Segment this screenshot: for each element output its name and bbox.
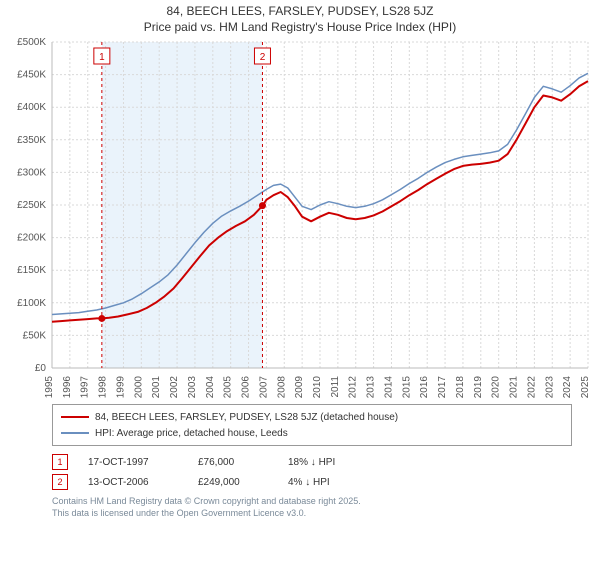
sale-price: £249,000 bbox=[198, 477, 268, 488]
chart-title-line2: Price paid vs. HM Land Registry's House … bbox=[0, 20, 600, 34]
svg-text:2024: 2024 bbox=[562, 376, 573, 398]
svg-text:2005: 2005 bbox=[223, 376, 234, 398]
svg-text:£100K: £100K bbox=[17, 298, 46, 309]
svg-text:2000: 2000 bbox=[133, 376, 144, 398]
sales-table: 1 17-OCT-1997 £76,000 18% ↓ HPI 2 13-OCT… bbox=[52, 452, 572, 492]
svg-text:2023: 2023 bbox=[544, 376, 555, 398]
svg-text:2008: 2008 bbox=[276, 376, 287, 398]
svg-text:2003: 2003 bbox=[187, 376, 198, 398]
svg-text:2020: 2020 bbox=[491, 376, 502, 398]
svg-text:£350K: £350K bbox=[17, 135, 46, 146]
svg-text:£0: £0 bbox=[35, 363, 47, 374]
svg-text:£150K: £150K bbox=[17, 265, 46, 276]
sale-date: 13-OCT-2006 bbox=[88, 477, 178, 488]
legend-swatch-hpi bbox=[61, 432, 89, 434]
svg-text:2001: 2001 bbox=[151, 376, 162, 398]
svg-text:1999: 1999 bbox=[115, 376, 126, 398]
svg-text:£50K: £50K bbox=[23, 330, 47, 341]
svg-text:2017: 2017 bbox=[437, 376, 448, 398]
legend-label-hpi: HPI: Average price, detached house, Leed… bbox=[95, 428, 288, 439]
svg-text:£500K: £500K bbox=[17, 38, 46, 48]
svg-text:2009: 2009 bbox=[294, 376, 305, 398]
svg-text:2010: 2010 bbox=[312, 376, 323, 398]
chart-container: 84, BEECH LEES, FARSLEY, PUDSEY, LS28 5J… bbox=[0, 4, 600, 564]
svg-text:2021: 2021 bbox=[509, 376, 520, 398]
marker-box-2: 2 bbox=[52, 474, 68, 490]
svg-text:1995: 1995 bbox=[44, 376, 55, 398]
svg-text:2018: 2018 bbox=[455, 376, 466, 398]
svg-text:£450K: £450K bbox=[17, 70, 46, 81]
svg-text:2019: 2019 bbox=[473, 376, 484, 398]
footer-line2: This data is licensed under the Open Gov… bbox=[52, 508, 572, 520]
svg-text:£250K: £250K bbox=[17, 200, 46, 211]
svg-text:£200K: £200K bbox=[17, 233, 46, 244]
price-chart: £0 £50K £100K £150K £200K £250K £300K £350K £400… bbox=[0, 38, 600, 398]
svg-text:2007: 2007 bbox=[258, 376, 269, 398]
legend-item-hpi: HPI: Average price, detached house, Leed… bbox=[61, 425, 563, 441]
legend-label-property: 84, BEECH LEES, FARSLEY, PUDSEY, LS28 5J… bbox=[95, 412, 398, 423]
legend-swatch-property bbox=[61, 416, 89, 418]
svg-text:2012: 2012 bbox=[348, 376, 359, 398]
svg-text:1997: 1997 bbox=[80, 376, 91, 398]
footer-line1: Contains HM Land Registry data © Crown c… bbox=[52, 496, 572, 508]
svg-text:2006: 2006 bbox=[241, 376, 252, 398]
svg-text:2025: 2025 bbox=[580, 376, 591, 398]
marker-box-1: 1 bbox=[52, 454, 68, 470]
table-row: 1 17-OCT-1997 £76,000 18% ↓ HPI bbox=[52, 452, 572, 472]
sale-hpi-diff: 18% ↓ HPI bbox=[288, 457, 378, 468]
svg-text:2011: 2011 bbox=[330, 376, 341, 398]
footer: Contains HM Land Registry data © Crown c… bbox=[52, 496, 572, 519]
svg-text:2013: 2013 bbox=[366, 376, 377, 398]
sale-date: 17-OCT-1997 bbox=[88, 457, 178, 468]
svg-text:2004: 2004 bbox=[205, 376, 216, 398]
sale-hpi-diff: 4% ↓ HPI bbox=[288, 477, 378, 488]
svg-text:2016: 2016 bbox=[419, 376, 430, 398]
svg-text:1996: 1996 bbox=[62, 376, 73, 398]
legend-item-property: 84, BEECH LEES, FARSLEY, PUDSEY, LS28 5J… bbox=[61, 409, 563, 425]
svg-text:2022: 2022 bbox=[526, 376, 537, 398]
table-row: 2 13-OCT-2006 £249,000 4% ↓ HPI bbox=[52, 472, 572, 492]
chart-title-line1: 84, BEECH LEES, FARSLEY, PUDSEY, LS28 5J… bbox=[0, 4, 600, 18]
svg-text:£300K: £300K bbox=[17, 167, 46, 178]
svg-text:£400K: £400K bbox=[17, 102, 46, 113]
svg-text:1998: 1998 bbox=[98, 376, 109, 398]
legend: 84, BEECH LEES, FARSLEY, PUDSEY, LS28 5J… bbox=[52, 404, 572, 446]
svg-text:2002: 2002 bbox=[169, 376, 180, 398]
svg-text:2015: 2015 bbox=[401, 376, 412, 398]
svg-text:2014: 2014 bbox=[383, 376, 394, 398]
sale-price: £76,000 bbox=[198, 457, 268, 468]
svg-text:2: 2 bbox=[260, 52, 266, 63]
svg-text:1: 1 bbox=[99, 52, 105, 63]
